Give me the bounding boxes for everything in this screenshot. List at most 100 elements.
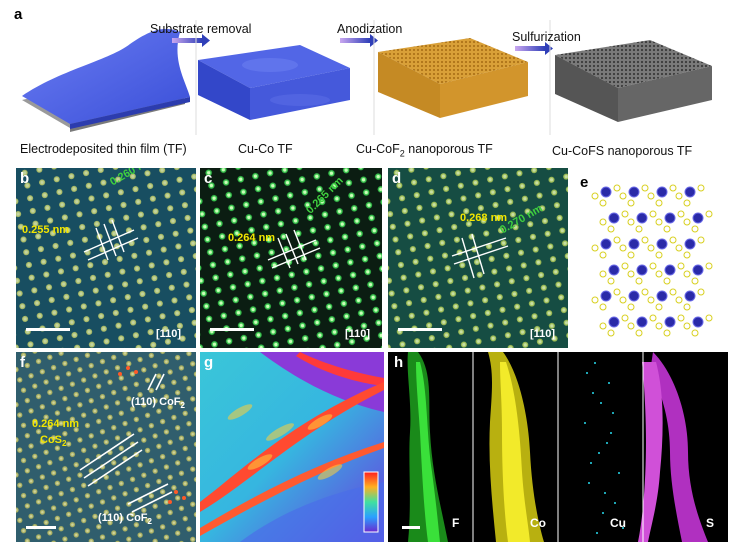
substrate-removal-label: Substrate removal [150,22,252,36]
s-atom [705,262,713,270]
eds-label-S: S [706,516,715,530]
s-atom [599,199,607,207]
co-atom [636,212,648,224]
s-atom [613,236,621,244]
s-atom [683,218,691,226]
s-atom [619,296,627,304]
s-atom [649,262,657,270]
s-atom [683,270,691,278]
strain-map-image [200,352,384,542]
arrow-substrate-removal [172,38,202,43]
caption-cucofs: Cu-CoFS nanoporous TF [552,144,693,158]
cu-co-film-illustration [198,45,350,120]
panel-b-label: b [20,170,30,187]
panel-d-label: d [392,170,402,187]
caption-cu-co: Cu-Co TF [238,142,293,156]
panel-h-eds-maps: h F Co Cu S [388,352,728,542]
s-atom [675,192,683,200]
co-atom [608,316,620,328]
process-schematic [22,20,712,135]
s-atom [641,184,649,192]
co-atom [628,290,640,302]
co-atom [636,316,648,328]
s-atom [647,244,655,252]
panel-c-hrtem: c 0.264 nm 0.265 nm [110] [200,168,382,348]
panel-f-top-plane: (110) CoF2 [131,396,185,411]
eds-label-F: F [452,516,460,530]
eds-map-S [638,352,708,542]
electrodeposited-film-illustration [22,28,190,132]
panel-d-spacing-1: 0.268 nm [460,212,508,224]
s-atom [599,270,607,278]
eds-maps [402,352,708,542]
s-atom [647,192,655,200]
co-atom [636,264,648,276]
co-atom [628,186,640,198]
s-atom [655,199,663,207]
s-atom [669,236,677,244]
co-atom [656,186,668,198]
hrtem-image-f [16,352,196,542]
eds-map-F [407,352,448,542]
panel-f-label: f [20,354,25,371]
anodization-label: Anodization [337,22,403,36]
arrow-anodization [340,38,370,43]
panel-b-spacing-1: 0.255 nm [22,224,70,236]
s-atom [669,184,677,192]
caption-electrodeposited: Electrodeposited thin film (TF) [20,142,187,156]
panel-f-spacing: 0.264 nm [32,418,80,430]
s-atom [663,277,671,285]
eds-map-Co [488,352,544,542]
s-atom [607,277,615,285]
s-atom [649,210,657,218]
s-atom [675,296,683,304]
s-atom [635,329,643,337]
s-atom [649,314,657,322]
sulfurization-label: Sulfurization [512,30,581,44]
hrtem-image-b [16,168,196,348]
s-atom [635,277,643,285]
panel-e-structure: e [578,168,728,348]
s-atom [641,236,649,244]
s-atom [599,218,607,226]
panel-f-hrtem: f (110) CoF2 0.264 nm CoS2 (110) CoF2 [16,352,196,542]
s-atom [683,303,691,311]
hrtem-image-d [388,168,568,348]
s-atom [655,303,663,311]
s-atom [599,303,607,311]
crystal-structure-model [591,184,713,337]
panel-c-zone-axis: [110] [345,328,371,340]
s-atom [607,329,615,337]
panel-d-zone-axis: [110] [530,328,556,340]
co-atom [600,238,612,250]
s-atom [683,322,691,330]
s-atom [641,288,649,296]
panel-e-label: e [580,174,589,191]
s-atom [647,296,655,304]
s-atom [677,210,685,218]
s-atom [607,225,615,233]
co-atom [600,290,612,302]
s-atom [619,192,627,200]
panel-g-label: g [204,354,214,371]
s-atom [683,199,691,207]
panel-f-cos2: CoS2 [40,434,67,449]
s-atom [655,218,663,226]
co-atom [600,186,612,198]
s-atom [675,244,683,252]
s-atom [621,262,629,270]
panel-d-hrtem: d 0.268 nm 0.270 nm [110] [388,168,568,348]
strain-colorbar [363,471,379,533]
co-atom [608,212,620,224]
co-atom [656,238,668,250]
s-atom [599,251,607,259]
arrow-sulfurization [515,46,545,51]
co-atom [628,238,640,250]
s-atom [655,322,663,330]
s-atom [621,210,629,218]
co-atom [692,264,704,276]
s-atom [591,192,599,200]
panel-g-strain-map: g [200,352,384,542]
hrtem-image-c [200,168,382,348]
s-atom [691,277,699,285]
